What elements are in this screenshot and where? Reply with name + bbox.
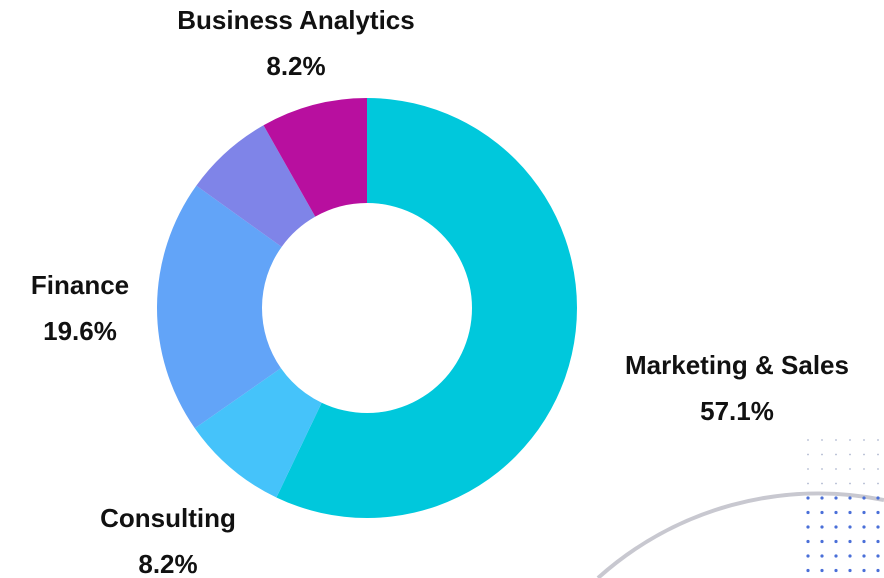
decorative-dot <box>849 468 851 470</box>
decorative-dot <box>876 510 880 515</box>
decorative-dot <box>862 554 866 558</box>
decorative-dot <box>834 539 838 544</box>
slice-value-label: 8.2% <box>266 51 325 81</box>
decorative-dot <box>848 554 852 558</box>
decorative-dot <box>807 439 809 441</box>
decorative-dot <box>807 453 809 456</box>
decorative-dot <box>848 496 852 500</box>
decorative-dot <box>821 439 823 441</box>
decorative-dot <box>876 568 880 573</box>
decorative-dot <box>806 525 810 529</box>
decorative-dot <box>807 482 809 485</box>
decorative-dot <box>834 554 838 558</box>
decorative-dot <box>849 439 851 441</box>
decorative-dot <box>877 468 879 470</box>
decorative-dot <box>876 525 880 529</box>
donut-slice <box>276 98 577 518</box>
slice-value-label: 19.6% <box>43 316 117 346</box>
decorative-dot <box>806 496 810 500</box>
decorative-dot <box>848 525 852 529</box>
decorative-dot <box>820 539 824 544</box>
decorative-dot <box>835 453 837 456</box>
slice-label: Consulting <box>100 503 236 533</box>
decorative-dot <box>834 510 838 515</box>
decorative-dot <box>863 468 865 470</box>
decorative-arc <box>596 491 884 578</box>
decorative-dot <box>835 482 837 485</box>
decorative-dot <box>848 568 852 573</box>
decorative-dot <box>834 496 838 500</box>
decorative-dot <box>821 453 823 456</box>
donut-slice <box>263 98 367 217</box>
decorative-dot <box>862 568 866 573</box>
decorative-dot <box>876 554 880 558</box>
donut-slice <box>194 368 322 498</box>
decorative-dot <box>806 510 810 515</box>
decorative-dot <box>877 453 879 456</box>
decorative-dot <box>821 468 823 470</box>
decorative-dot <box>877 439 879 441</box>
decorative-dot <box>820 525 824 529</box>
decorative-dot <box>848 510 852 515</box>
slice-value-label: 57.1% <box>700 396 774 426</box>
decorative-dot <box>848 539 852 544</box>
decorative-dot <box>849 453 851 456</box>
decorative-dot <box>806 568 810 573</box>
decorative-dot <box>820 568 824 573</box>
decorative-dot <box>862 525 866 529</box>
decorative-dot <box>877 482 879 485</box>
decorative-dot <box>863 453 865 456</box>
donut-slice <box>157 185 282 429</box>
decorative-dot <box>807 468 809 470</box>
decorative-dot <box>820 496 824 500</box>
slice-value-label: 8.2% <box>138 549 197 578</box>
donut-slice <box>196 125 316 247</box>
decorative-dot <box>849 482 851 485</box>
decorative-dot <box>863 439 865 441</box>
decorative-dot <box>862 496 866 500</box>
decorative-dot <box>806 554 810 558</box>
decorative-dot <box>876 539 880 544</box>
decorative-dot <box>806 539 810 544</box>
decorative-dot <box>862 510 866 515</box>
slice-label: Business Analytics <box>177 5 414 35</box>
decorative-dot <box>862 539 866 544</box>
decorative-dot <box>863 482 865 485</box>
decorative-dot <box>820 510 824 515</box>
decorative-dot <box>834 525 838 529</box>
decorative-dot <box>876 496 880 500</box>
slice-label: Marketing & Sales <box>625 350 849 380</box>
decorative-dot <box>820 554 824 558</box>
decorative-dot <box>821 482 823 485</box>
decoration <box>596 439 884 578</box>
decorative-dot <box>835 439 837 441</box>
decorative-dot <box>834 568 838 573</box>
decorative-dot <box>835 468 837 470</box>
slice-label: Finance <box>31 270 129 300</box>
